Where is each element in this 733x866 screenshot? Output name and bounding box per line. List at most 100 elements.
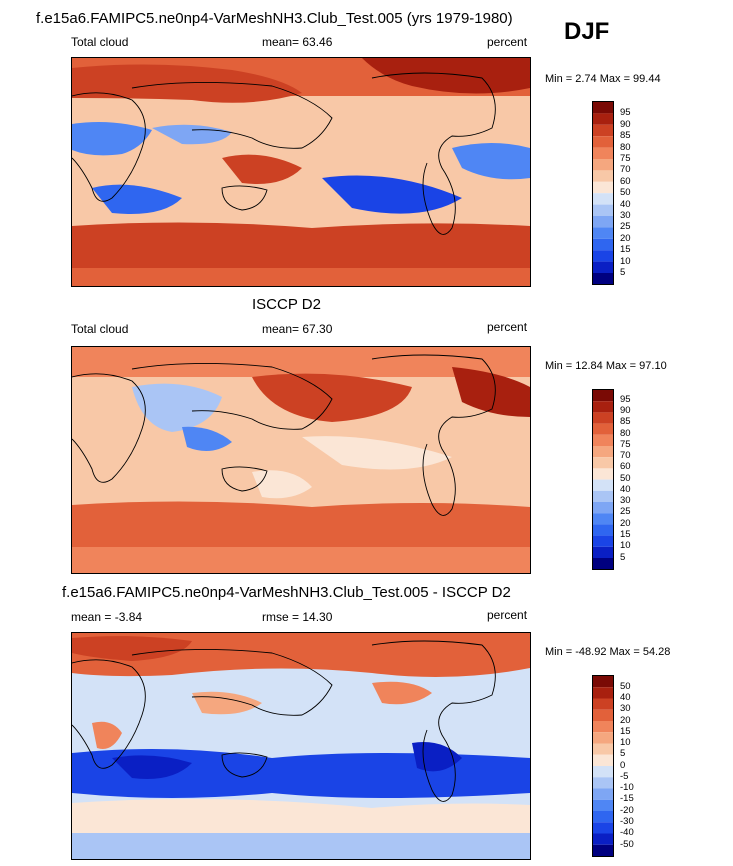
panel-1-colorbar-svg <box>593 102 613 284</box>
cb1-swatch <box>593 159 613 171</box>
cb1-swatch <box>593 216 613 228</box>
cb3-tick-label: -30 <box>620 816 634 827</box>
cb2-swatch <box>593 457 613 469</box>
cb2-tick-label: 40 <box>620 484 631 495</box>
map1-eurasia-dark <box>72 64 302 103</box>
cb1-tick-label: 30 <box>620 210 631 221</box>
panel-3-colorbar <box>592 675 614 857</box>
panel-3-title: f.e15a6.FAMIPC5.ne0np4-VarMeshNH3.Club_T… <box>62 584 511 601</box>
cb2-tick-label: 80 <box>620 428 631 439</box>
cb3-swatch <box>593 709 613 721</box>
panel-1-title: f.e15a6.FAMIPC5.ne0np4-VarMeshNH3.Club_T… <box>36 10 513 27</box>
panel-1-colorbar <box>592 101 614 285</box>
cb3-swatch <box>593 676 613 688</box>
cb1-swatch <box>593 147 613 159</box>
map2-australia-light <box>252 470 312 499</box>
cb1-swatch <box>593 238 613 251</box>
cb3-tick-label: 15 <box>620 726 631 737</box>
cb3-swatch <box>593 698 613 710</box>
cb3-tick-label: 10 <box>620 737 631 748</box>
map2-coastlines <box>72 354 496 516</box>
cb2-swatch <box>593 558 613 569</box>
cb1-swatch <box>593 181 613 194</box>
cb1-tick-label: 40 <box>620 199 631 210</box>
cb1-swatch <box>593 273 613 284</box>
cb3-swatch <box>593 721 613 733</box>
cb1-swatch <box>593 102 613 114</box>
cb2-tick-label: 90 <box>620 405 631 416</box>
map3-coastlines <box>72 640 496 802</box>
cb1-tick-label: 75 <box>620 153 631 164</box>
cb2-swatch <box>593 490 613 502</box>
cb3-swatch <box>593 844 613 856</box>
cb3-tick-label: -15 <box>620 793 634 804</box>
panel-2-colorbar-svg <box>593 390 613 569</box>
cb2-tick-label: 70 <box>620 450 631 461</box>
map2-sahara-blue <box>132 383 222 432</box>
cb1-tick-label: 60 <box>620 176 631 187</box>
cb3-tick-label: 20 <box>620 715 631 726</box>
map3-southern-light <box>72 799 530 833</box>
cb3-tick-label: -10 <box>620 782 634 793</box>
cb2-tick-label: 75 <box>620 439 631 450</box>
cb2-tick-label: 25 <box>620 506 631 517</box>
panel-1-mean-label: mean= 63.46 <box>262 35 333 49</box>
map3-pacific-red <box>372 681 432 705</box>
cb1-tick-label: 95 <box>620 107 631 118</box>
cb1-tick-label: 85 <box>620 130 631 141</box>
panel-1-units-label: percent <box>487 35 528 49</box>
panel-2-mean-label: mean= 67.30 <box>262 322 333 336</box>
panel-2-map-svg <box>72 347 530 573</box>
cb2-swatch <box>593 546 613 558</box>
panel-3-map-svg <box>72 633 530 859</box>
map1-antarctic <box>72 268 530 286</box>
cb1-tick-label: 25 <box>620 221 631 232</box>
cb2-swatch <box>593 446 613 458</box>
panel-2-colorbar <box>592 389 614 570</box>
cb2-swatch <box>593 513 613 525</box>
cb1-swatch <box>593 261 613 273</box>
cb3-tick-label: 30 <box>620 703 631 714</box>
panel-3-minmax: Min = -48.92 Max = 54.28 <box>545 646 671 658</box>
map3-south-blue-deep <box>112 755 192 779</box>
cb3-swatch <box>593 743 613 755</box>
cb1-tick-label: 10 <box>620 256 631 267</box>
cb2-swatch <box>593 535 613 547</box>
map2-arabia-blue <box>182 426 232 451</box>
panel-3-map <box>71 632 531 860</box>
map2-south-band <box>72 501 530 547</box>
cb2-swatch <box>593 479 613 491</box>
cb1-swatch <box>593 250 613 262</box>
cb2-tick-label: 5 <box>620 552 626 563</box>
cb1-swatch <box>593 124 613 137</box>
cb3-swatch <box>593 754 613 766</box>
map1-atlantic-blue <box>452 143 530 180</box>
cb1-tick-label: 5 <box>620 267 626 278</box>
panel-2-units-label: percent <box>487 320 528 334</box>
cb2-tick-label: 50 <box>620 473 631 484</box>
cb3-swatch <box>593 777 613 789</box>
cb3-tick-label: -40 <box>620 827 634 838</box>
cb3-swatch <box>593 732 613 744</box>
cb2-tick-label: 10 <box>620 540 631 551</box>
panel-1-variable-label: Total cloud <box>71 35 129 49</box>
cb3-swatch <box>593 822 613 834</box>
cb2-swatch <box>593 502 613 514</box>
map1-south-band <box>72 222 530 268</box>
cb1-tick-label: 50 <box>620 187 631 198</box>
panel-2-map <box>71 346 531 574</box>
cb1-swatch <box>593 227 613 239</box>
panel-3-rmse-label: rmse = 14.30 <box>262 610 333 624</box>
cb3-tick-label: 50 <box>620 681 631 692</box>
cb1-swatch <box>593 113 613 125</box>
cb1-swatch <box>593 204 613 216</box>
cb2-swatch <box>593 423 613 435</box>
map1-indian-ocean-blue <box>92 184 182 214</box>
cb3-swatch <box>593 687 613 699</box>
map1-pacific-blue <box>322 175 462 214</box>
panel-2-minmax: Min = 12.84 Max = 97.10 <box>545 360 667 372</box>
cb2-tick-label: 85 <box>620 416 631 427</box>
map2-atlantic-north-red <box>452 367 530 417</box>
map1-coastlines <box>72 72 496 235</box>
cb1-tick-label: 15 <box>620 244 631 255</box>
